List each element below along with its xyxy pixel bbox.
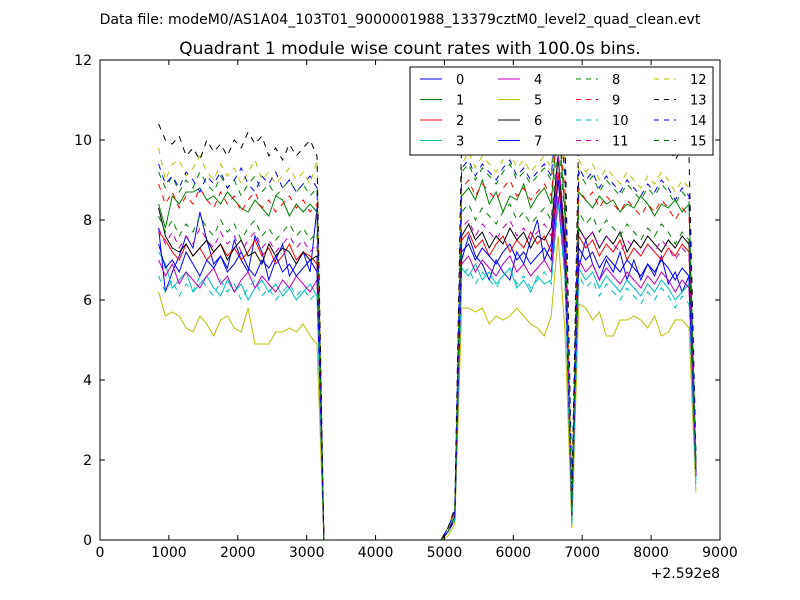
x-offset-label: +2.592e8 — [651, 566, 720, 582]
series-8-line — [571, 170, 697, 501]
legend-label-1: 1 — [456, 94, 464, 109]
axis-ticks: 0 1000 2000 3000 4000 5000 6000 7000 8000 9000 0 2 4… — [74, 53, 738, 561]
legend-label-13: 13 — [690, 94, 707, 109]
series-5-line — [571, 303, 697, 529]
series-4-line — [158, 195, 573, 541]
x-tick-label: 6000 — [496, 545, 532, 561]
series-14-line — [158, 103, 573, 541]
x-tick-label: 7000 — [564, 545, 600, 561]
y-tick-label: 8 — [83, 213, 92, 229]
series-6-line — [571, 226, 697, 513]
legend-label-2: 2 — [456, 114, 464, 129]
series-3-line — [571, 266, 697, 525]
series-14-line — [571, 166, 697, 501]
legend-label-7: 7 — [534, 135, 542, 150]
series-2-line — [571, 234, 697, 517]
legend-label-15: 15 — [690, 135, 707, 150]
chart-title: Quadrant 1 module wise count rates with … — [179, 39, 640, 59]
legend-label-8: 8 — [612, 73, 620, 88]
series-13-line — [571, 126, 697, 493]
series-4-line — [571, 258, 697, 521]
legend-label-5: 5 — [534, 94, 542, 109]
legend-label-12: 12 — [690, 73, 707, 88]
y-tick-label: 6 — [83, 293, 92, 309]
y-tick-label: 2 — [83, 453, 92, 469]
series-0-line — [158, 155, 573, 541]
y-tick-label: 10 — [74, 133, 92, 149]
series-11-line — [571, 226, 697, 509]
legend-label-10: 10 — [612, 114, 629, 129]
series-0-line — [571, 238, 697, 513]
legend-label-0: 0 — [456, 73, 464, 88]
legend-label-6: 6 — [534, 114, 542, 129]
series-15-line — [571, 210, 697, 509]
series-12-line — [571, 158, 697, 497]
x-tick-label: 5000 — [427, 545, 463, 561]
series-11-line — [158, 155, 573, 541]
y-tick-label: 12 — [74, 53, 92, 69]
series-10-line — [158, 203, 573, 541]
series-12-line — [158, 87, 573, 541]
series-7-line — [158, 179, 573, 541]
y-tick-label: 0 — [83, 533, 92, 549]
legend-label-3: 3 — [456, 135, 464, 150]
x-tick-label: 8000 — [633, 545, 669, 561]
series-7-line — [571, 246, 697, 517]
x-tick-label: 1000 — [151, 545, 187, 561]
series-5-line — [158, 235, 573, 541]
series-10-line — [571, 274, 697, 525]
x-tick-label: 9000 — [702, 545, 738, 561]
legend-label-4: 4 — [534, 73, 542, 88]
series-6-line — [158, 155, 573, 541]
x-tick-label: 3000 — [289, 545, 325, 561]
series-1-line — [571, 190, 697, 505]
series-9-line — [571, 186, 697, 505]
legend-label-9: 9 — [612, 94, 620, 109]
series-15-line — [158, 139, 573, 541]
series-1-line — [158, 115, 573, 541]
x-tick-label: 0 — [96, 545, 105, 561]
x-tick-label: 2000 — [220, 545, 256, 561]
legend-label-11: 11 — [612, 135, 629, 150]
legend-label-14: 14 — [690, 114, 707, 129]
y-tick-label: 4 — [83, 373, 92, 389]
supertitle: Data file: modeM0/AS1A04_103T01_90000019… — [100, 12, 701, 28]
legend-box — [409, 66, 714, 156]
series-9-line — [158, 115, 573, 541]
x-tick-label: 4000 — [358, 545, 394, 561]
